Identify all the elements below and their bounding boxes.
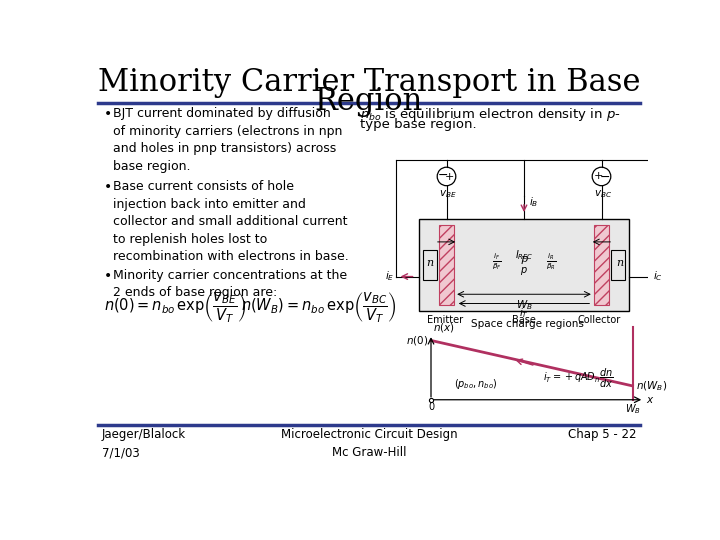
Text: +: + — [445, 172, 454, 182]
Text: BJT current dominated by diffusion
of minority carriers (electrons in npn
and ho: BJT current dominated by diffusion of mi… — [113, 107, 343, 173]
Bar — [423, 249, 437, 280]
Text: type base region.: type base region. — [360, 118, 477, 131]
Text: $n(0)=n_{bo}\,\exp\!\left(\dfrac{v_{BE}}{V_T}\right)$: $n(0)=n_{bo}\,\exp\!\left(\dfrac{v_{BE}}… — [104, 290, 246, 325]
Text: $i_T = +qAD_n\dfrac{dn}{dx}$: $i_T = +qAD_n\dfrac{dn}{dx}$ — [544, 367, 614, 390]
Text: •: • — [104, 107, 112, 121]
Text: $v_{BC}$: $v_{BC}$ — [594, 188, 612, 200]
Text: n: n — [427, 258, 433, 268]
Text: Base current consists of hole
injection back into emitter and
collector and smal: Base current consists of hole injection … — [113, 180, 349, 264]
Text: $n(W_B)=n_{bo}\,\exp\!\left(\dfrac{v_{BC}}{V_T}\right)$: $n(W_B)=n_{bo}\,\exp\!\left(\dfrac{v_{BC… — [241, 290, 397, 325]
Text: Minority Carrier Transport in Base: Minority Carrier Transport in Base — [98, 67, 640, 98]
Circle shape — [593, 167, 611, 186]
Text: p: p — [521, 254, 528, 264]
Text: $\frac{i_R}{\beta_R}$: $\frac{i_R}{\beta_R}$ — [546, 251, 557, 272]
Text: •: • — [104, 180, 112, 194]
Bar — [594, 225, 609, 305]
Text: •: • — [104, 269, 112, 283]
Text: −: − — [599, 171, 610, 184]
Text: $n_{bo}$ is equilibrium electron density in $p$-: $n_{bo}$ is equilibrium electron density… — [360, 106, 621, 123]
Text: $i_C$: $i_C$ — [654, 269, 663, 284]
Text: Emitter: Emitter — [427, 315, 463, 325]
Bar — [438, 225, 454, 305]
Text: $n(W_B)$: $n(W_B)$ — [636, 379, 667, 393]
Text: $W_B$: $W_B$ — [624, 402, 640, 416]
Text: $v_{BE}$: $v_{BE}$ — [439, 188, 457, 200]
Text: Space charge regions: Space charge regions — [472, 319, 585, 329]
Bar — [611, 249, 625, 280]
Text: −: − — [438, 169, 449, 182]
Text: 0: 0 — [428, 402, 434, 412]
Text: $n(x)$: $n(x)$ — [433, 321, 455, 334]
Text: $\frac{i_F}{\beta_F}$: $\frac{i_F}{\beta_F}$ — [492, 251, 502, 272]
Text: $n(0)$: $n(0)$ — [406, 334, 428, 347]
Text: $i_B$: $i_B$ — [528, 195, 538, 209]
Text: $i_E$: $i_E$ — [385, 269, 395, 284]
Text: $(p_{bo}, n_{bo})$: $(p_{bo}, n_{bo})$ — [454, 376, 498, 390]
Bar — [419, 219, 629, 311]
Text: Minority carrier concentrations at the
2 ends of base region are:: Minority carrier concentrations at the 2… — [113, 269, 347, 299]
Text: +: + — [594, 171, 603, 181]
Text: $x$: $x$ — [646, 395, 654, 405]
Text: $W_B$: $W_B$ — [516, 298, 532, 312]
Text: n: n — [616, 258, 623, 268]
Text: Base: Base — [512, 315, 536, 325]
Text: $i_T$: $i_T$ — [519, 307, 529, 320]
Text: Chap 5 - 22: Chap 5 - 22 — [568, 428, 636, 441]
Text: Collector: Collector — [577, 315, 621, 325]
Text: Jaeger/Blalock
7/1/03: Jaeger/Blalock 7/1/03 — [102, 428, 186, 459]
Text: Microelectronic Circuit Design
Mc Graw-Hill: Microelectronic Circuit Design Mc Graw-H… — [281, 428, 457, 459]
Text: $I_{REC}$
$p$: $I_{REC}$ $p$ — [515, 248, 534, 277]
Circle shape — [437, 167, 456, 186]
Text: Region: Region — [315, 86, 423, 117]
